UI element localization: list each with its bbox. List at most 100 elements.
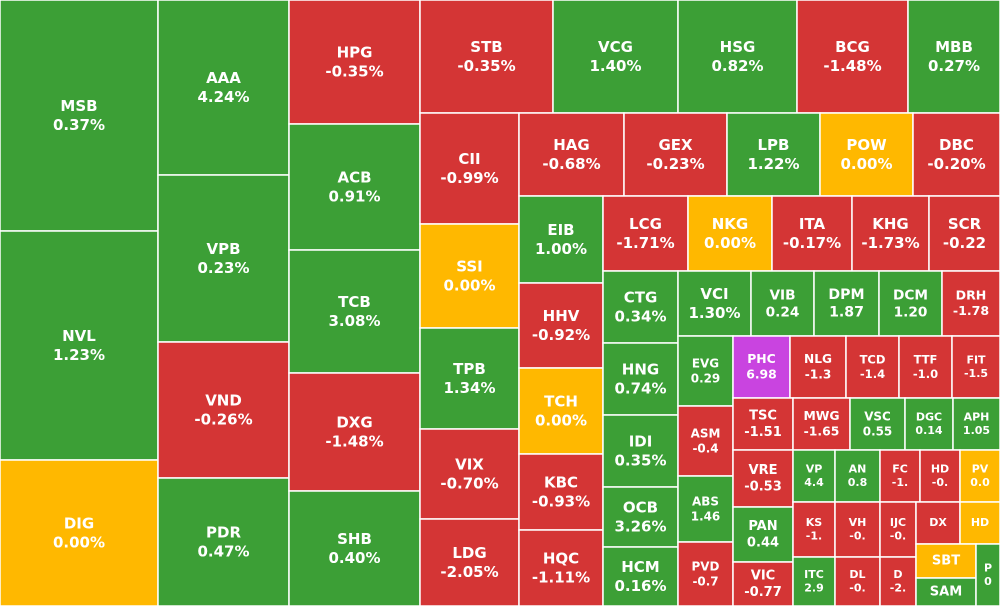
tile — [789, 335, 847, 399]
ticker: FC — [892, 462, 908, 475]
change-label: -0.20% — [927, 155, 985, 173]
ticker: ACB — [337, 169, 371, 187]
change-label: 1.22% — [747, 155, 799, 173]
ticker: TCB — [338, 293, 371, 311]
tile — [602, 486, 679, 548]
tile — [288, 490, 421, 606]
tile — [975, 543, 1000, 606]
ticker: MWG — [803, 408, 839, 423]
ticker: HAG — [553, 136, 589, 154]
change-label: 0.44 — [747, 535, 779, 550]
change-label: -0.17% — [783, 234, 841, 252]
change-label: -1.71% — [616, 234, 674, 252]
tile — [419, 223, 520, 329]
ticker: SAM — [930, 585, 962, 600]
ticker: IJC — [890, 516, 906, 529]
tile — [907, 0, 1000, 114]
ticker: PVD — [692, 559, 720, 573]
ticker: VSC — [864, 409, 891, 423]
change-label: -2.05% — [440, 563, 498, 581]
ticker: TPB — [453, 360, 486, 378]
tile — [771, 195, 853, 272]
tile — [834, 449, 881, 503]
change-label: -0.99% — [440, 169, 498, 187]
change-label: -0.68% — [542, 155, 600, 173]
ticker: OCB — [623, 499, 658, 517]
tile — [792, 397, 851, 451]
change-label: 3.26% — [614, 517, 666, 535]
ticker: DPM — [828, 287, 864, 303]
tile — [677, 270, 752, 337]
ticker: DX — [929, 516, 947, 529]
change-label: 0.23% — [197, 259, 249, 277]
ticker: MBB — [935, 38, 973, 56]
tile — [732, 561, 794, 606]
tile — [959, 449, 1000, 503]
tile — [602, 195, 689, 272]
ticker: D — [893, 568, 902, 581]
ticker: SSI — [456, 258, 483, 276]
change-label: 0.00% — [840, 155, 892, 173]
change-label: -0.7 — [692, 574, 718, 588]
ticker: KBC — [544, 474, 578, 492]
tile — [851, 195, 930, 272]
tile — [288, 249, 421, 374]
tile — [157, 477, 290, 606]
change-label: 1.00% — [535, 240, 587, 258]
change-label: 0.00% — [443, 276, 495, 294]
tile — [623, 112, 728, 197]
ticker: VPB — [206, 240, 240, 258]
tile — [792, 501, 836, 558]
tile — [879, 501, 917, 558]
ticker: HNG — [622, 361, 659, 379]
tile — [288, 0, 421, 125]
tile — [419, 518, 520, 606]
change-label: -1.3 — [805, 367, 832, 381]
change-label: -0. — [849, 582, 865, 595]
change-label: -1.48% — [823, 57, 881, 75]
ticker: HD — [931, 462, 949, 475]
change-label: 1.20 — [894, 304, 928, 320]
ticker: AN — [849, 462, 867, 475]
tile — [951, 335, 1000, 399]
change-label: -1.5 — [964, 367, 988, 380]
ticker: SCR — [948, 215, 982, 233]
ticker: NVL — [62, 327, 96, 345]
tile — [928, 195, 1000, 272]
tile — [912, 112, 1000, 197]
tile — [834, 556, 881, 606]
ticker: HCM — [621, 558, 660, 576]
change-label: -1.78 — [953, 303, 989, 318]
ticker: PDR — [206, 524, 241, 542]
change-label: -1.65 — [804, 424, 840, 439]
ticker: FIT — [966, 353, 986, 366]
ticker: P — [984, 561, 992, 574]
tile — [941, 270, 1000, 337]
tile — [0, 230, 159, 461]
ticker: BCG — [835, 38, 870, 56]
change-label: 1.30% — [688, 304, 740, 322]
change-label: -0.35% — [457, 57, 515, 75]
change-label: 0.24 — [766, 304, 800, 320]
change-label: -0.53 — [744, 479, 782, 494]
change-label: 4.4 — [804, 476, 824, 489]
tile — [518, 195, 604, 284]
tile — [419, 0, 554, 114]
tile — [518, 529, 604, 606]
tile — [0, 459, 159, 606]
change-label: 0.00% — [535, 411, 587, 429]
ticker: SHB — [337, 530, 372, 548]
ticker: DL — [849, 568, 865, 581]
ticker: DRH — [956, 287, 987, 302]
tile — [834, 501, 881, 558]
ticker: NKG — [712, 215, 749, 233]
tile — [0, 0, 159, 232]
change-label: -0.23% — [646, 155, 704, 173]
ticker: VND — [205, 392, 242, 410]
change-label: 6.98 — [746, 367, 777, 382]
ticker: VIC — [751, 569, 776, 584]
change-label: -0.93% — [532, 492, 590, 510]
tile — [813, 270, 880, 337]
ticker: IDI — [629, 433, 653, 451]
